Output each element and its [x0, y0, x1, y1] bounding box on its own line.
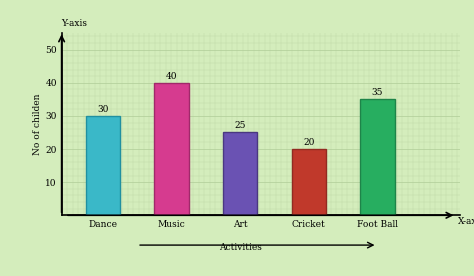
Y-axis label: No of childen: No of childen	[33, 94, 42, 155]
Text: Activities: Activities	[219, 243, 262, 253]
Bar	[86, 116, 120, 215]
Text: X-axis: X-axis	[458, 217, 474, 226]
Bar	[360, 99, 394, 215]
Bar	[292, 149, 326, 215]
Text: 20: 20	[303, 138, 314, 147]
Text: Y-axis: Y-axis	[62, 19, 88, 28]
Text: 25: 25	[234, 121, 246, 131]
Text: 35: 35	[372, 88, 383, 97]
Text: 40: 40	[166, 72, 177, 81]
Text: 30: 30	[97, 105, 109, 114]
Bar	[223, 132, 257, 215]
Bar	[155, 83, 189, 215]
